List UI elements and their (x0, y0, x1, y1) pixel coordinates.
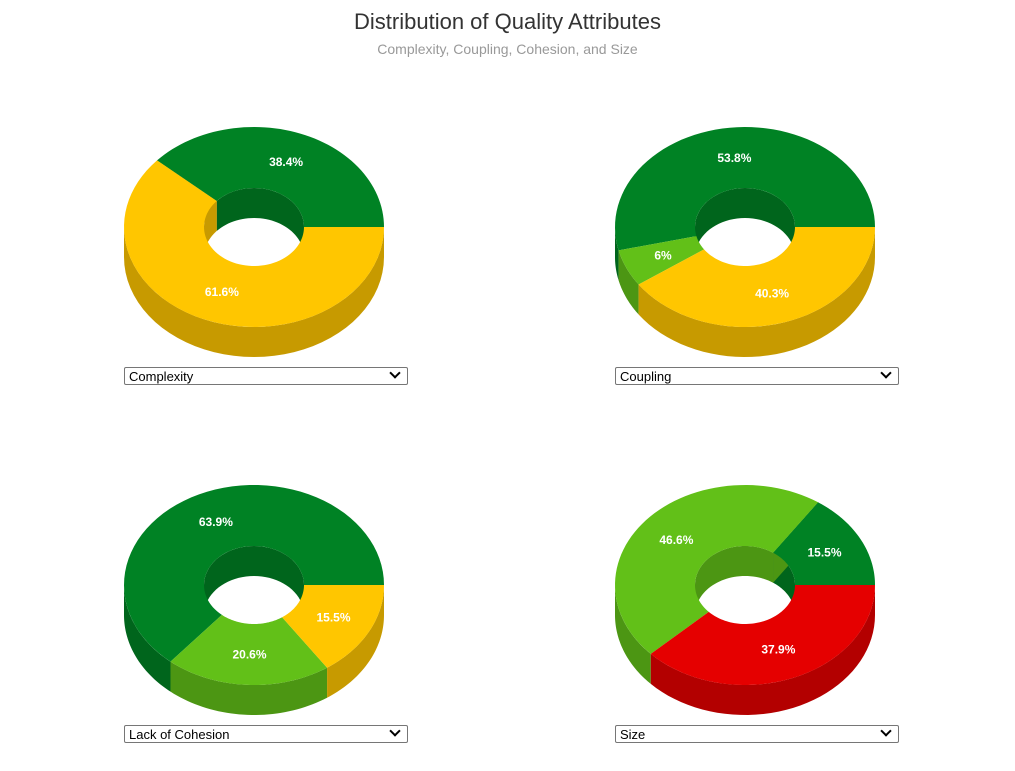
chevron-down-icon (880, 367, 892, 379)
donut-slice (282, 585, 384, 668)
slice-label: 6% (654, 249, 672, 263)
slice-label: 37.9% (761, 643, 795, 657)
donut-slice (650, 585, 875, 685)
chevron-down-icon (389, 725, 401, 737)
donut-outer-wall (124, 227, 384, 357)
slice-label: 38.4% (269, 155, 303, 169)
metric-select-coupling[interactable]: Coupling (615, 367, 899, 385)
donut-outer-wall (638, 227, 875, 357)
donut-slice (124, 160, 385, 327)
donut-slice (638, 227, 875, 327)
donut-slice (773, 502, 875, 585)
metric-select-size[interactable]: Size (615, 725, 899, 743)
select-value: Complexity (129, 369, 194, 384)
chevron-down-icon (389, 367, 401, 379)
slice-label: 20.6% (232, 647, 266, 661)
slice-label: 63.9% (199, 515, 233, 529)
donut-outer-wall (650, 585, 875, 715)
select-value: Coupling (620, 369, 672, 384)
slice-label: 53.8% (717, 151, 751, 165)
donut-inner-wall (216, 188, 304, 257)
metric-select-complexity[interactable]: Complexity (124, 367, 408, 385)
donut-inner-wall (204, 546, 304, 615)
donut-inner-wall (695, 188, 795, 257)
donut-slice (615, 485, 819, 654)
page-subtitle: Complexity, Coupling, Cohesion, and Size (377, 41, 638, 57)
donut-outer-wall (170, 661, 328, 715)
chevron-down-icon (880, 725, 892, 737)
donut-slice (615, 127, 875, 251)
donut-outer-wall (618, 250, 639, 315)
metric-select-lack-of-cohesion[interactable]: Lack of Cohesion (124, 725, 408, 743)
slice-label: 15.5% (316, 611, 350, 625)
slice-label: 46.6% (659, 533, 693, 547)
slice-label: 61.6% (205, 285, 239, 299)
donut-outer-wall (615, 227, 619, 281)
donut-slice (124, 485, 384, 662)
donut-outer-wall (124, 585, 171, 692)
donut-slice (157, 127, 384, 227)
slice-label: 40.3% (755, 286, 789, 300)
donut-outer-wall (615, 585, 651, 684)
select-value: Size (620, 727, 646, 742)
donut-inner-wall (695, 546, 774, 615)
donut-outer-wall (327, 585, 384, 698)
donut-slice (618, 236, 705, 285)
page-title: Distribution of Quality Attributes (354, 9, 661, 34)
select-value: Lack of Cohesion (129, 727, 230, 742)
slice-label: 15.5% (807, 546, 841, 560)
donut-slice (170, 614, 328, 685)
